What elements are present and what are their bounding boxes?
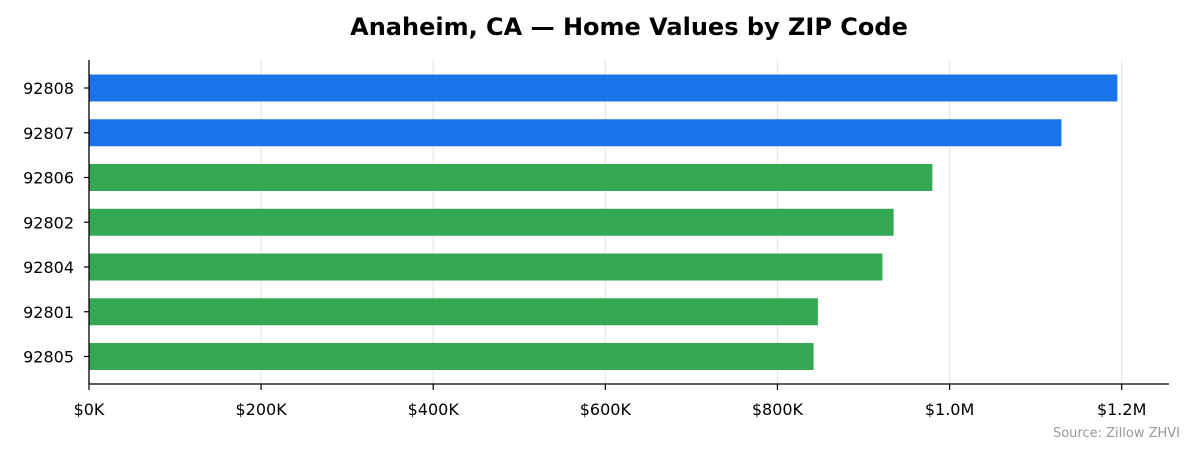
bar-92801 [89,298,818,326]
axes: 92808 92807 92806 92802 92804 92801 92805 $0K $2… [23,60,1169,419]
y-tick-label-92801: 92801 [23,303,74,322]
y-tick-label-92804: 92804 [23,258,74,277]
bar-92806 [89,164,933,191]
y-tick-label-92802: 92802 [23,213,74,232]
x-tick-label-5: $1.0M [925,400,974,419]
y-tick-label-92807: 92807 [23,124,74,143]
x-tick-label-2: $400K [408,400,460,419]
y-tick-label-92806: 92806 [23,169,74,188]
x-tick-label-1: $200K [236,400,288,419]
x-tick-label-4: $800K [752,400,804,419]
bar-92802 [89,208,894,236]
x-tick-label-6: $1.2M [1097,400,1146,419]
x-tick-label-0: $0K [74,400,105,419]
bar-92804 [89,253,883,281]
bar-92808 [89,74,1118,102]
y-tick-label-92805: 92805 [23,348,74,367]
bars [89,74,1118,370]
chart-title: Anaheim, CA — Home Values by ZIP Code [350,13,908,41]
bar-92805 [89,343,814,370]
x-tick-label-3: $600K [580,400,632,419]
source-note: Source: Zillow ZHVI [1053,426,1180,441]
bar-92807 [89,119,1062,147]
y-tick-label-92808: 92808 [23,79,74,98]
